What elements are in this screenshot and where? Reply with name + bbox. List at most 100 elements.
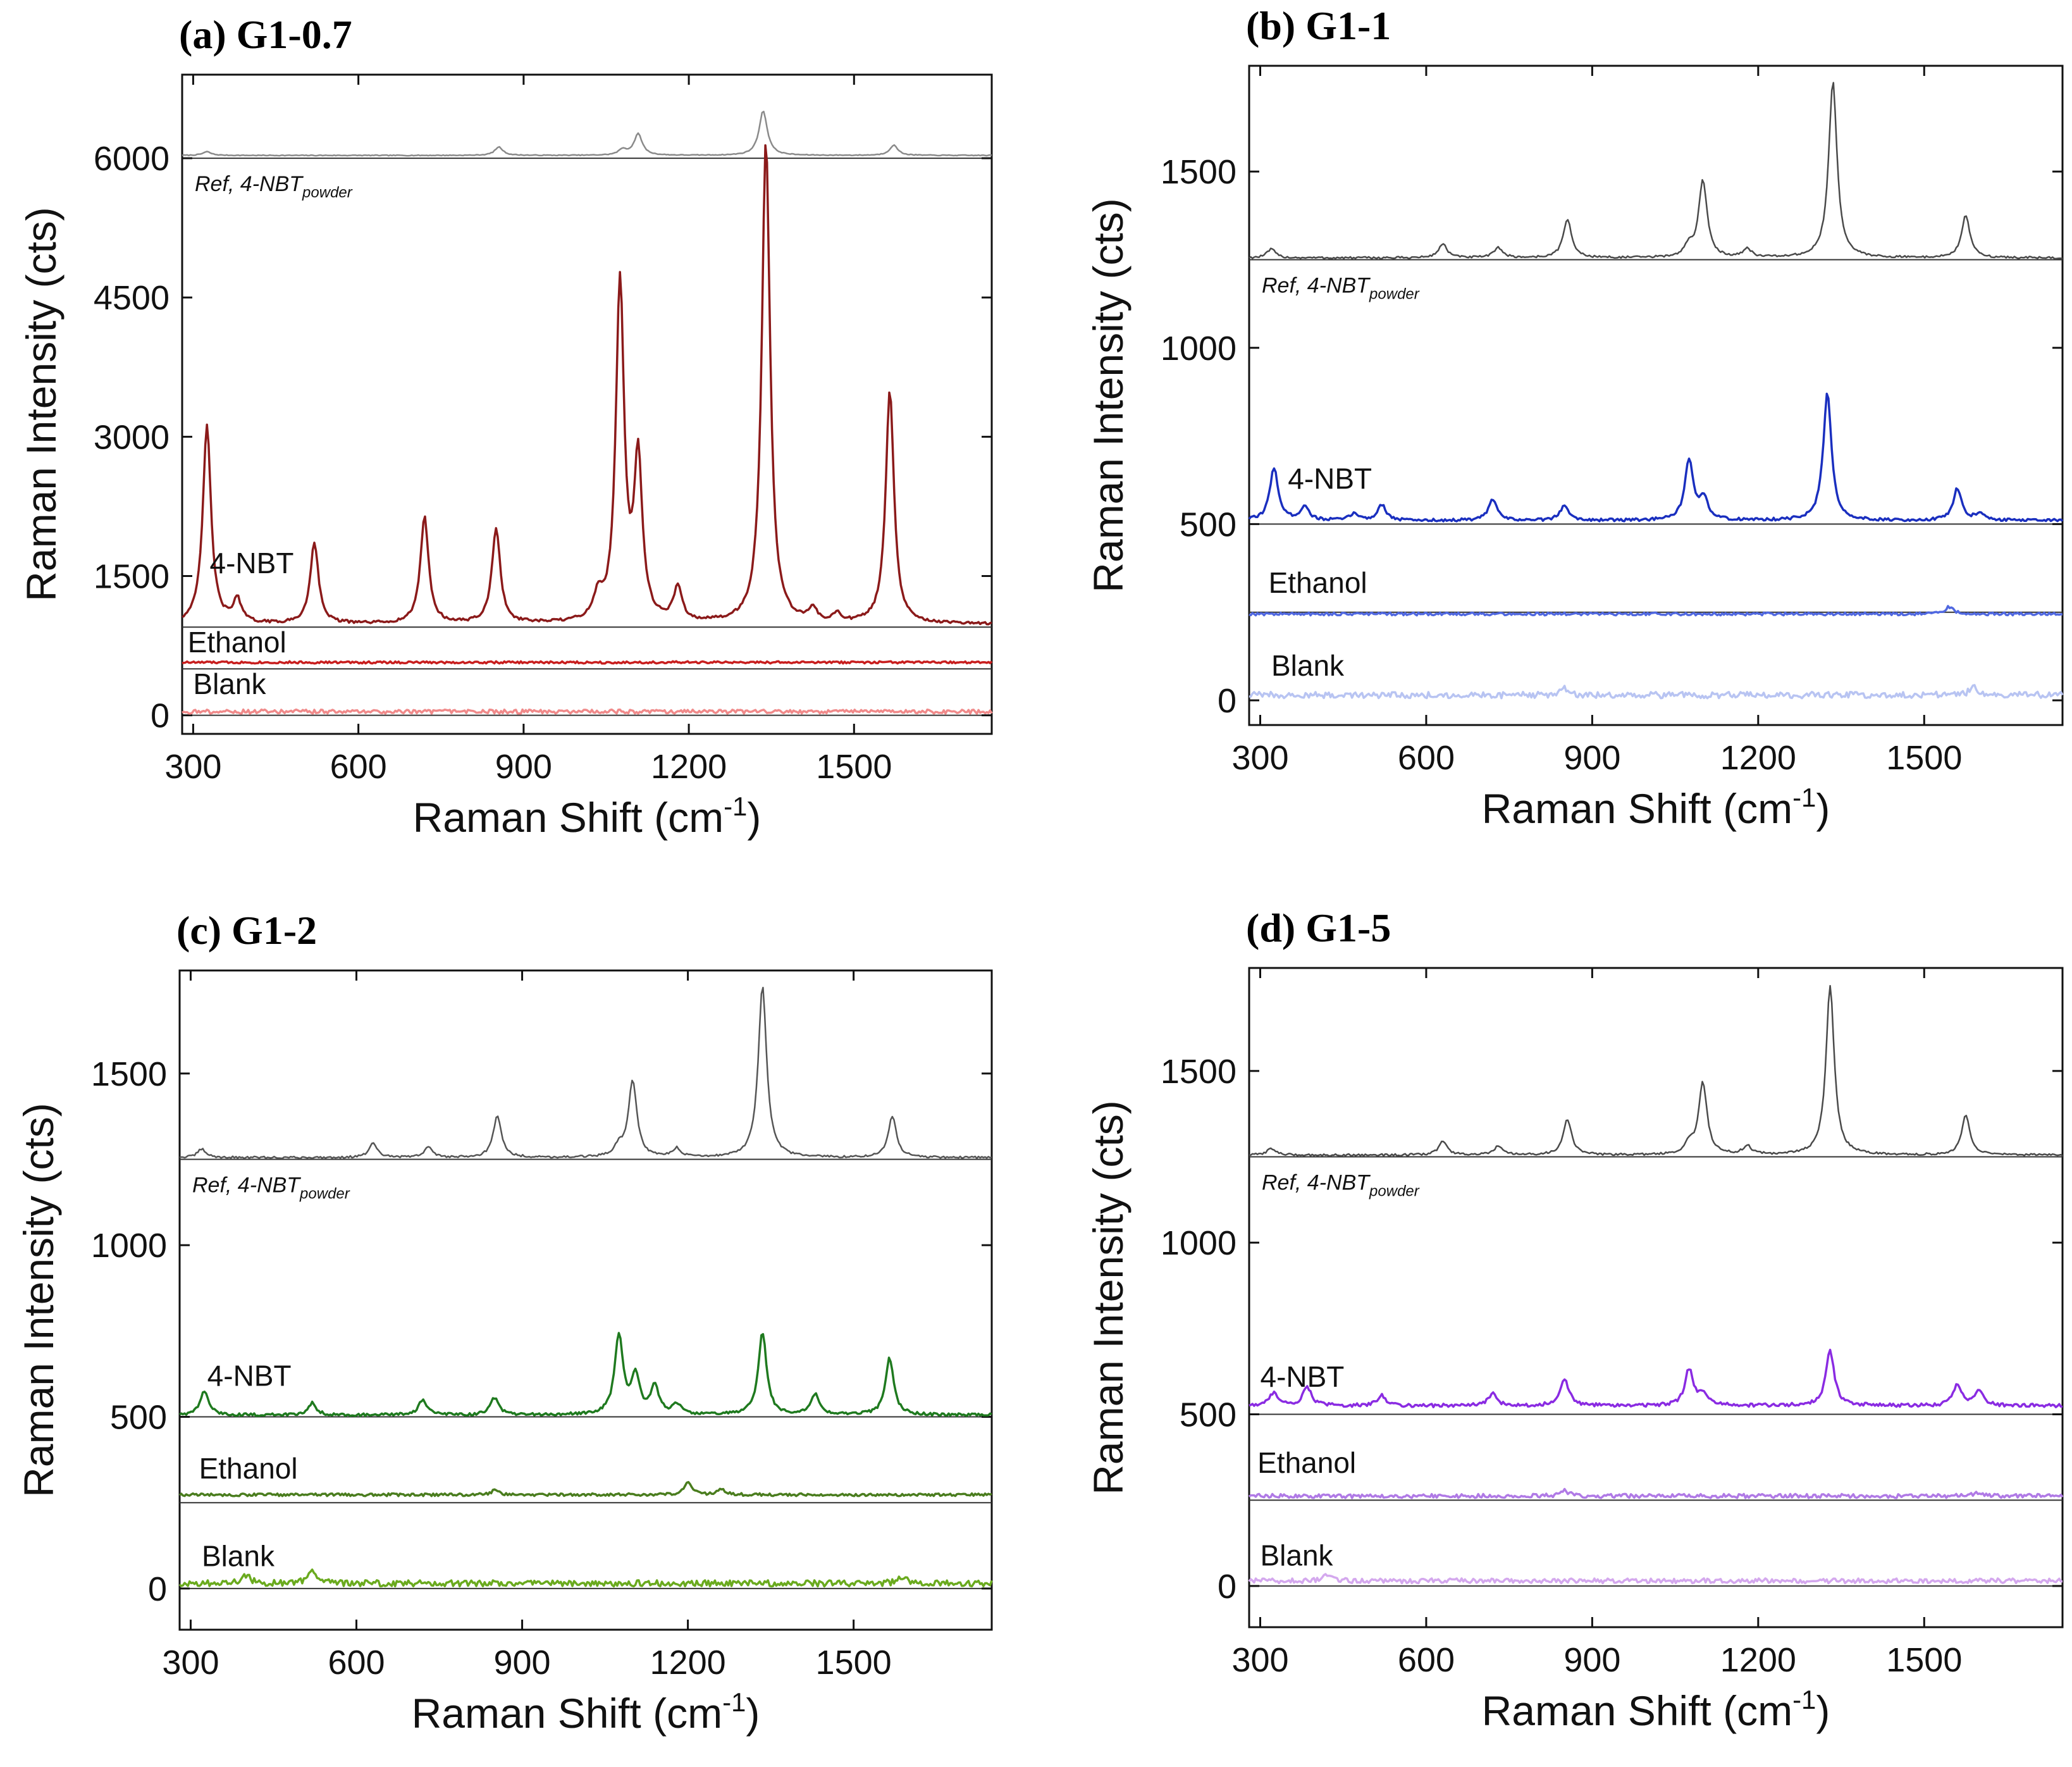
x-axis-label: Raman Shift (cm-1) bbox=[412, 1687, 760, 1737]
series-line-blank bbox=[182, 708, 993, 715]
chart-panel-0: (a) G1-0.7 300 600 900 1200 1500 0 1500 3000 4500… bbox=[18, 12, 993, 841]
series-line-blank bbox=[1248, 1573, 2063, 1585]
reference-label-main: Ref, 4-NBT bbox=[1262, 1170, 1371, 1194]
x-axis-label-main: Raman Shift (cm bbox=[1482, 785, 1792, 832]
x-tick-label: 1200 bbox=[651, 748, 727, 786]
y-tick-label: 0 bbox=[1218, 1568, 1236, 1606]
series-label-ethanol: Ethanol bbox=[1257, 1446, 1356, 1479]
x-axis-label-main: Raman Shift (cm bbox=[413, 794, 724, 841]
series-label-ethanol: Ethanol bbox=[188, 626, 287, 659]
series-line-ethanol bbox=[182, 660, 993, 665]
reference-label: Ref, 4-NBTpowder bbox=[195, 172, 353, 201]
x-tick-label: 1200 bbox=[1720, 1641, 1796, 1679]
series-label-ethanol: Ethanol bbox=[1269, 566, 1367, 599]
series-line-ref-4-nbt-powder bbox=[1249, 82, 2063, 260]
series-line-ethanol bbox=[1248, 1487, 2064, 1499]
y-tick-label: 0 bbox=[148, 1570, 167, 1608]
series-line-ref-4-nbt-powder bbox=[1249, 984, 2063, 1157]
x-tick-label: 300 bbox=[1231, 1641, 1288, 1679]
series-label-blank: Blank bbox=[202, 1540, 275, 1573]
y-axis-label: Raman Intensity (cts) bbox=[1085, 198, 1132, 593]
x-axis-label-main: Raman Shift (cm bbox=[1482, 1687, 1792, 1734]
x-tick-label: 900 bbox=[1563, 739, 1620, 777]
y-tick-label: 3000 bbox=[94, 418, 170, 456]
series-label-4-nbt: 4-NBT bbox=[210, 547, 294, 580]
plot-frame bbox=[181, 73, 993, 735]
y-tick-label: 500 bbox=[110, 1399, 167, 1437]
x-tick-label: 1500 bbox=[816, 748, 892, 786]
y-tick-label: 6000 bbox=[94, 140, 170, 178]
y-tick-label: 1000 bbox=[91, 1227, 167, 1265]
series-line-4-nbt bbox=[1248, 392, 2064, 523]
reference-label-main: Ref, 4-NBT bbox=[192, 1173, 301, 1197]
y-tick-label: 0 bbox=[151, 697, 170, 735]
chart-panel-2: (c) G1-2 300 600 900 1200 1500 0 500 1000 1500 Ram… bbox=[15, 908, 993, 1737]
series-line-ethanol bbox=[178, 1480, 992, 1497]
series-label-4-nbt: 4-NBT bbox=[1288, 462, 1372, 495]
series-line-4-nbt bbox=[179, 1332, 992, 1418]
reference-label-main: Ref, 4-NBT bbox=[1262, 273, 1371, 297]
chart-title: (d) G1-5 bbox=[1246, 905, 1391, 950]
reference-label-main: Ref, 4-NBT bbox=[195, 172, 304, 196]
x-tick-label: 300 bbox=[1231, 739, 1288, 777]
x-axis-label-close: ) bbox=[747, 794, 761, 841]
y-tick-label: 1500 bbox=[91, 1055, 167, 1093]
x-tick-label: 1500 bbox=[1886, 1641, 1962, 1679]
x-tick-label: 600 bbox=[1398, 1641, 1455, 1679]
y-tick-label: 0 bbox=[1218, 682, 1236, 720]
series-label-blank: Blank bbox=[1260, 1539, 1333, 1572]
x-axis-label: Raman Shift (cm-1) bbox=[413, 791, 762, 841]
x-tick-label: 1200 bbox=[1720, 739, 1796, 777]
y-tick-label: 500 bbox=[1180, 1396, 1236, 1434]
x-tick-label: 300 bbox=[162, 1644, 219, 1682]
series-label-4-nbt: 4-NBT bbox=[1260, 1360, 1344, 1393]
chart-panel-3: (d) G1-5 300 600 900 1200 1500 0 500 1000 1500 Ram… bbox=[1085, 905, 2064, 1734]
reference-label: Ref, 4-NBTpowder bbox=[1262, 273, 1420, 302]
series-line-blank bbox=[178, 1568, 993, 1588]
x-axis-label-superscript: -1 bbox=[1792, 783, 1816, 812]
x-tick-label: 900 bbox=[1563, 1641, 1620, 1679]
series-label-ethanol: Ethanol bbox=[199, 1452, 298, 1485]
x-tick-label: 900 bbox=[493, 1644, 550, 1682]
reference-label: Ref, 4-NBTpowder bbox=[1262, 1170, 1420, 1200]
y-tick-label: 500 bbox=[1180, 505, 1236, 543]
x-axis-label-superscript: -1 bbox=[722, 1687, 746, 1717]
x-axis-label-close: ) bbox=[1816, 785, 1830, 832]
plot-frame bbox=[1248, 65, 2064, 726]
y-tick-label: 1500 bbox=[1161, 153, 1236, 191]
y-axis-label: Raman Intensity (cts) bbox=[18, 207, 65, 602]
plot-frame bbox=[1248, 967, 2064, 1628]
plot-frame bbox=[178, 969, 993, 1631]
y-tick-label: 1500 bbox=[94, 558, 170, 596]
x-tick-label: 300 bbox=[164, 748, 221, 786]
x-axis-label-superscript: -1 bbox=[724, 791, 747, 821]
series-line-4-nbt bbox=[1249, 1348, 2063, 1409]
series-line-blank bbox=[1249, 684, 2064, 700]
x-axis-label: Raman Shift (cm-1) bbox=[1482, 783, 1830, 832]
x-tick-label: 1500 bbox=[1886, 739, 1962, 777]
y-tick-label: 1500 bbox=[1161, 1053, 1236, 1091]
chart-title: (c) G1-2 bbox=[176, 908, 317, 953]
x-tick-label: 600 bbox=[330, 748, 387, 786]
y-axis-label: Raman Intensity (cts) bbox=[15, 1103, 62, 1497]
x-axis-label-close: ) bbox=[1816, 1687, 1830, 1734]
x-axis-label: Raman Shift (cm-1) bbox=[1482, 1685, 1830, 1734]
reference-label-subscript: powder bbox=[1369, 1182, 1420, 1200]
series-line-ref-4-nbt-powder bbox=[179, 986, 992, 1160]
x-tick-label: 1500 bbox=[816, 1644, 892, 1682]
x-axis-label-superscript: -1 bbox=[1792, 1685, 1816, 1714]
series-line-4-nbt bbox=[182, 144, 992, 626]
chart-title: (a) G1-0.7 bbox=[179, 12, 352, 57]
reference-label-subscript: powder bbox=[299, 1185, 350, 1202]
x-axis-label-main: Raman Shift (cm bbox=[412, 1690, 722, 1737]
y-tick-label: 4500 bbox=[94, 279, 170, 317]
series-line-ethanol bbox=[1249, 605, 2063, 617]
series-label-4-nbt: 4-NBT bbox=[207, 1360, 292, 1392]
reference-label: Ref, 4-NBTpowder bbox=[192, 1173, 350, 1202]
series-label-blank: Blank bbox=[193, 667, 266, 700]
y-axis-label: Raman Intensity (cts) bbox=[1085, 1100, 1132, 1495]
x-axis-label-close: ) bbox=[746, 1690, 760, 1737]
chart-title: (b) G1-1 bbox=[1246, 3, 1391, 48]
y-tick-label: 1000 bbox=[1161, 1224, 1236, 1262]
